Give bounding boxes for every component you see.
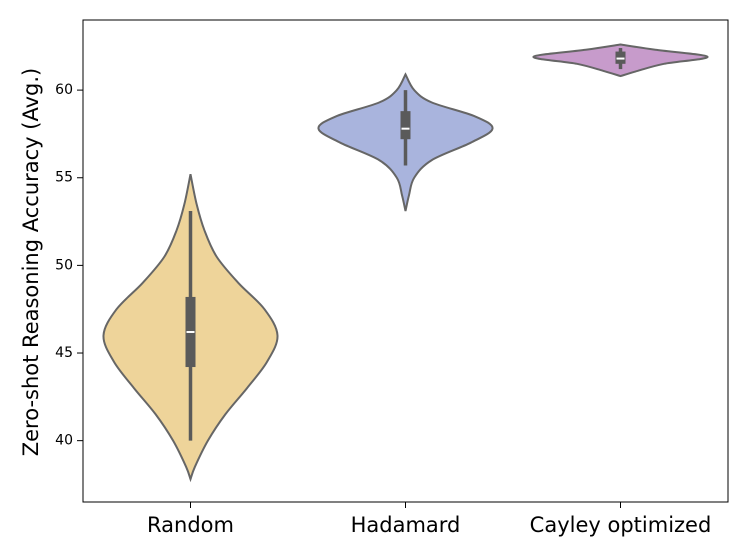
x-tick-label: Random xyxy=(147,513,234,537)
y-tick-label: 45 xyxy=(55,345,73,361)
plot-frame xyxy=(82,19,729,503)
x-tick-label: Cayley optimized xyxy=(530,513,712,537)
y-tick-label: 40 xyxy=(55,433,73,449)
y-axis-label: Zero-shot Reasoning Accuracy (Avg.) xyxy=(19,68,43,457)
y-tick-label: 60 xyxy=(55,82,73,98)
y-tick-label: 50 xyxy=(55,257,73,273)
x-tick-label: Hadamard xyxy=(351,513,461,537)
y-tick-label: 55 xyxy=(55,170,73,186)
box xyxy=(400,111,411,140)
